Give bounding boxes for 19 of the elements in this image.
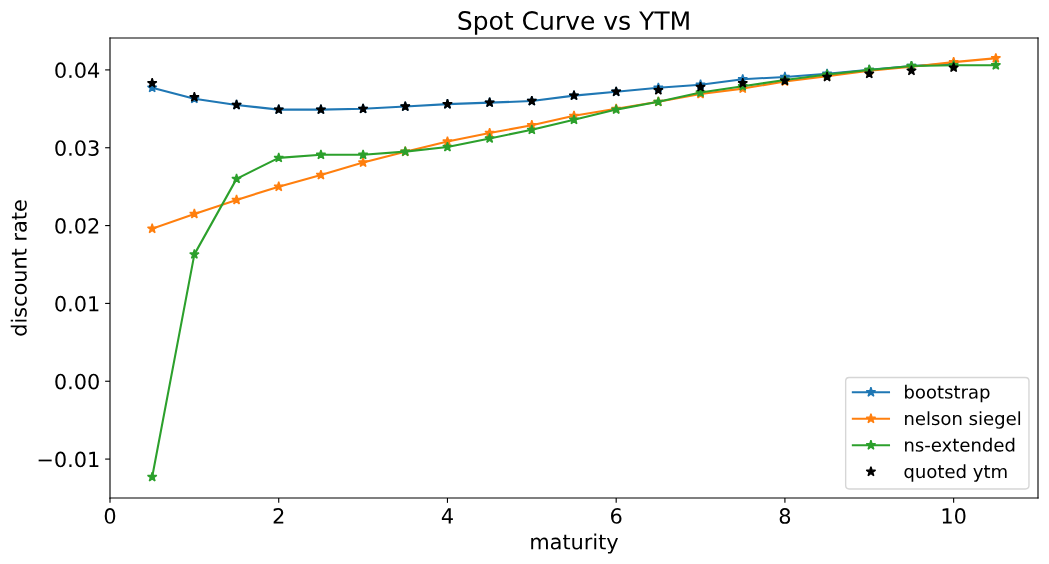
legend-label: quoted ytm — [904, 464, 1007, 482]
chart-title: Spot Curve vs YTM — [458, 11, 689, 35]
legend-label: ns-extended — [905, 437, 1015, 452]
y-axis-title: discount rate — [10, 200, 27, 336]
y-tick-label: 0.01 — [55, 295, 99, 312]
legend-label: bootstrap — [905, 384, 990, 403]
x-axis-title: maturity — [531, 533, 619, 554]
y-tick-label: 0.02 — [55, 218, 99, 234]
x-tick-label: 2 — [273, 508, 284, 524]
x-tick-label: 0 — [104, 508, 116, 524]
y-tick-label: 0.03 — [55, 140, 99, 156]
x-tick-label: 6 — [611, 508, 622, 524]
legend-label: nelson siegel — [905, 411, 1021, 429]
x-tick-label: 8 — [779, 508, 791, 524]
x-tick-label: 4 — [441, 508, 453, 524]
y-tick-label: 0.00 — [55, 373, 99, 390]
y-tick-label: −0.01 — [38, 451, 99, 468]
x-tick-label: 10 — [942, 508, 966, 524]
y-tick-label: 0.04 — [55, 62, 100, 79]
